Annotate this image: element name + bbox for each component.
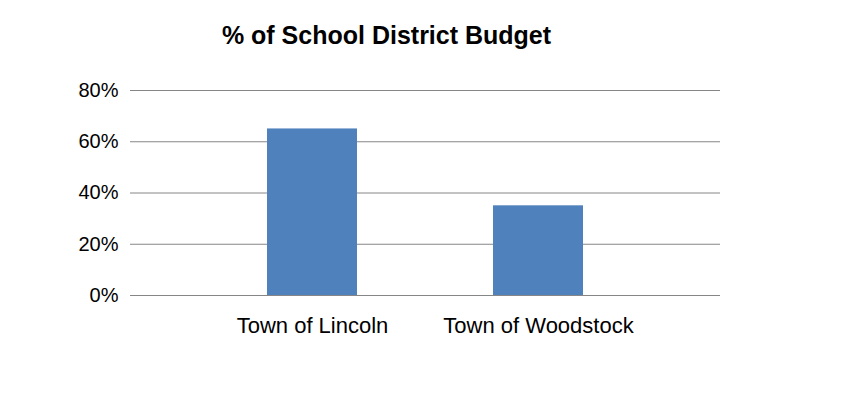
svg-text:0%: 0%	[90, 284, 119, 306]
svg-text:Town of Lincoln: Town of Lincoln	[237, 313, 389, 338]
html-text:% of School District Budget: % of School District Budget	[221, 21, 552, 49]
svg-text:Town of Woodstock: Town of Woodstock	[443, 313, 634, 338]
svg-text:20%: 20%	[78, 233, 118, 255]
svg-text:80%: 80%	[78, 79, 118, 101]
svg-text:60%: 60%	[78, 130, 118, 152]
svg-text:40%: 40%	[78, 181, 118, 203]
